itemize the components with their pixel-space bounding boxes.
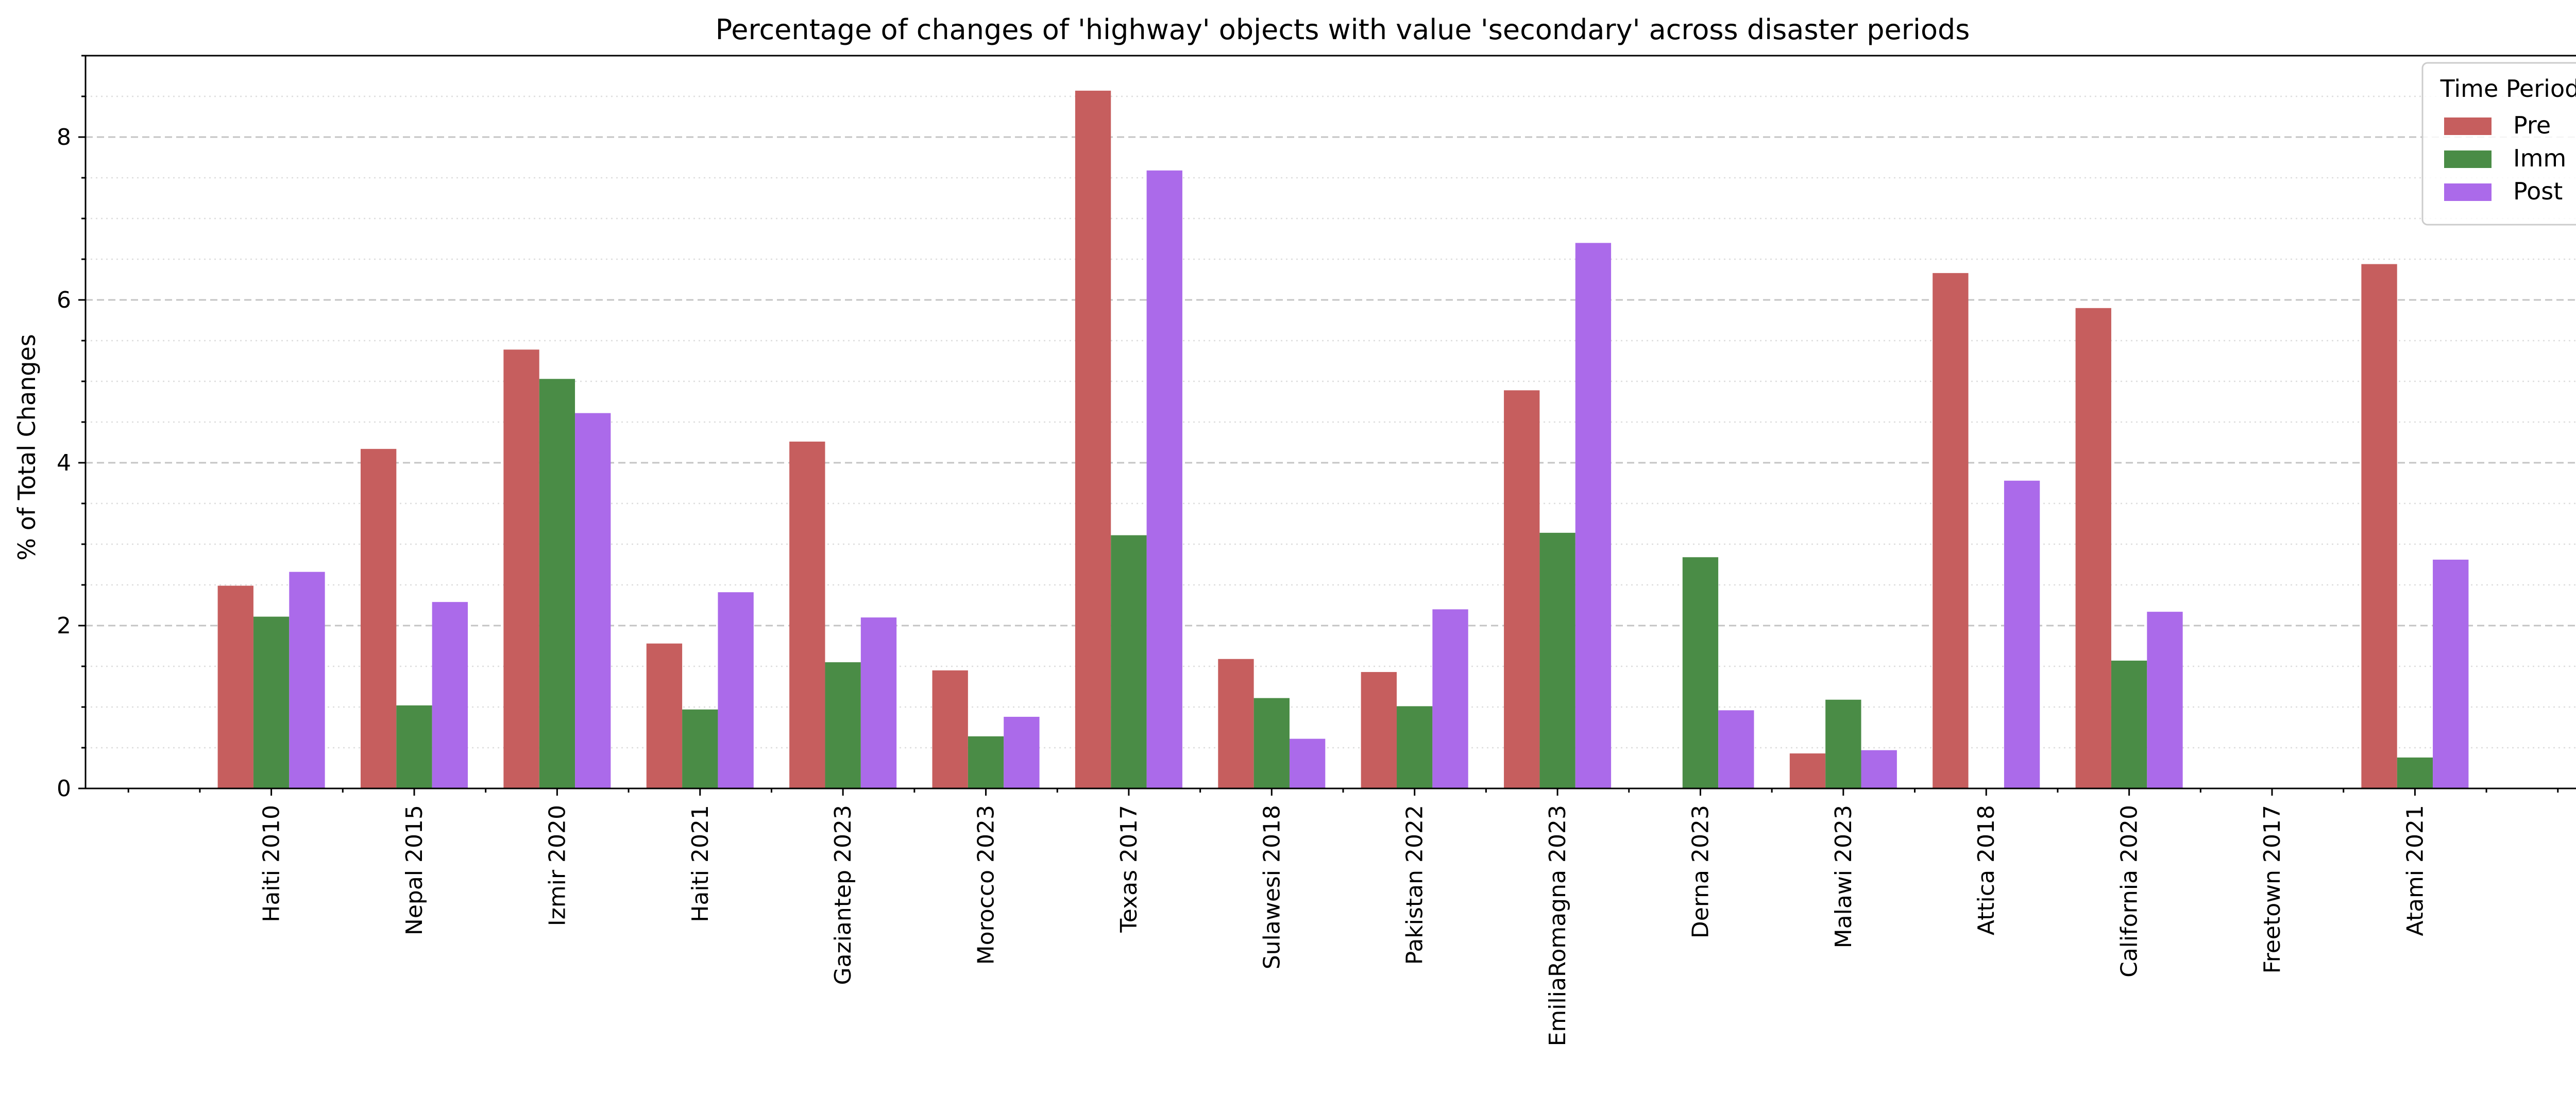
x-tick-label: EmiliaRomagna 2023	[1545, 805, 1571, 1046]
legend-items: Pre Imm Post	[2444, 111, 2566, 205]
x-tick-label: Malawi 2023	[1831, 805, 1857, 948]
bars-layer	[217, 90, 2469, 789]
bar-pre	[789, 441, 825, 788]
bar-imm	[1253, 698, 1290, 788]
y-tick-label: 4	[57, 450, 71, 476]
bar-post	[2004, 480, 2040, 788]
bar-post	[718, 592, 754, 788]
legend: Time Period Pre Imm Post	[2421, 62, 2576, 226]
bar-pre	[1504, 390, 1540, 788]
x-tick-label: Gaziantep 2023	[830, 805, 856, 985]
x-tick-label: Atami 2021	[2402, 805, 2428, 936]
legend-label-post: Post	[2513, 177, 2563, 205]
legend-swatch-post	[2444, 183, 2492, 201]
bar-post	[1861, 750, 1897, 788]
x-tick-label: Texas 2017	[1116, 805, 1142, 933]
y-axis-label: % of Total Changes	[13, 334, 41, 560]
bar-post	[2147, 612, 2183, 788]
bar-imm	[1539, 532, 1575, 788]
bar-pre	[1933, 273, 1969, 788]
bar-pre	[360, 449, 397, 788]
x-tick-label: California 2020	[2116, 805, 2143, 978]
bar-imm	[2111, 660, 2147, 788]
bar-post	[2433, 560, 2469, 788]
bar-post	[1289, 738, 1326, 788]
bar-post	[289, 571, 325, 788]
y-tick-label: 0	[57, 776, 71, 802]
x-tick-label: Nepal 2015	[401, 805, 428, 935]
bar-pre	[1789, 753, 1826, 788]
bar-imm	[1111, 535, 1147, 788]
legend-label-imm: Imm	[2513, 144, 2566, 172]
x-tick-label: Attica 2018	[1973, 805, 1999, 935]
chart-title: Percentage of changes of 'highway' objec…	[716, 13, 1970, 46]
legend-label-pre: Pre	[2513, 111, 2551, 139]
x-tick-label: Haiti 2010	[259, 805, 285, 922]
bar-pre	[932, 670, 968, 788]
bar-pre	[2361, 264, 2397, 788]
bar-imm	[1397, 706, 1433, 788]
bar-imm	[1825, 699, 1861, 788]
bar-imm	[1682, 557, 1719, 788]
bar-imm	[396, 705, 432, 788]
x-tick-label: Morocco 2023	[973, 805, 999, 965]
bar-imm	[539, 379, 575, 788]
x-tick-label: Haiti 2021	[687, 805, 714, 922]
bar-pre	[1218, 659, 1254, 788]
bar-post	[1575, 243, 1612, 788]
y-tick-label: 2	[57, 613, 71, 639]
bar-pre	[2075, 308, 2111, 788]
bar-pre	[217, 585, 253, 788]
bar-imm	[253, 616, 290, 788]
bar-post	[432, 602, 468, 788]
bar-pre	[646, 643, 683, 788]
y-tick-label: 6	[57, 287, 71, 313]
x-tick-label: Derna 2023	[1687, 805, 1714, 938]
bar-post	[860, 617, 897, 788]
bar-pre	[1075, 90, 1111, 789]
grid-layer	[86, 95, 2576, 749]
bar-post	[1432, 609, 1468, 788]
bar-post	[1146, 170, 1182, 788]
bar-imm	[682, 709, 718, 788]
bar-pre	[1361, 672, 1397, 788]
legend-swatch-pre	[2444, 117, 2492, 135]
bar-post	[1718, 710, 1754, 788]
legend-swatch-imm	[2444, 150, 2492, 168]
legend-title: Time Period	[2440, 75, 2576, 103]
axes-layer: 0 2 4 6 8 Haiti 2010 Nepal 2015 Izmir 2020 Haiti…	[57, 55, 2576, 1046]
x-tick-label: Sulawesi 2018	[1259, 805, 1285, 969]
bar-pre	[503, 349, 539, 788]
bar-imm	[825, 662, 861, 788]
x-tick-label: Freetown 2017	[2259, 805, 2285, 973]
bar-post	[575, 413, 611, 788]
bar-post	[1004, 716, 1040, 788]
bar-imm	[2397, 757, 2433, 788]
x-tick-label: Pakistan 2022	[1402, 805, 1428, 965]
bar-imm	[968, 736, 1004, 788]
y-tick-label: 8	[57, 124, 71, 150]
x-tick-label: Izmir 2020	[544, 805, 570, 926]
